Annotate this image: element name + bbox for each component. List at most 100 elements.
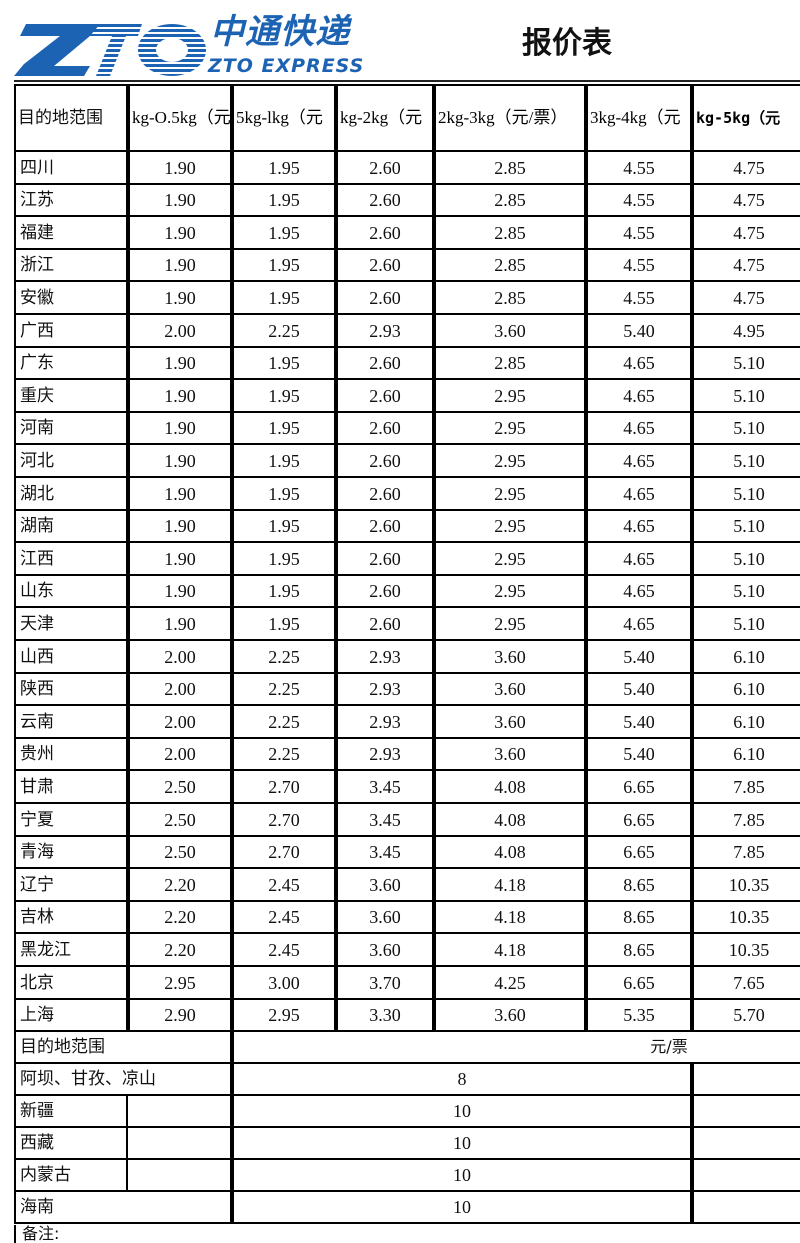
price-cell: 4.55 <box>586 280 692 315</box>
price-cell: 5.10 <box>692 606 800 641</box>
region-cell: 吉林 <box>14 900 128 934</box>
price-cell: 6.65 <box>586 835 692 869</box>
price-cell: 4.65 <box>586 606 692 641</box>
price-cell: 4.95 <box>692 313 800 348</box>
price-cell: 4.55 <box>586 215 692 250</box>
zto-logo-mark-icon <box>14 24 206 76</box>
price-cell: 3.60 <box>434 737 586 771</box>
price-cell: 6.10 <box>692 704 800 739</box>
price-cell: 10.35 <box>692 932 800 967</box>
price-cell: 2.00 <box>128 704 232 739</box>
price-cell: 2.20 <box>128 932 232 967</box>
region-cell: 天津 <box>14 606 128 641</box>
price-cell: 4.75 <box>692 150 800 185</box>
price-cell: 2.20 <box>128 900 232 934</box>
price-cell: 2.93 <box>336 313 434 348</box>
price-cell: 2.45 <box>232 932 336 967</box>
region-cell: 青海 <box>14 835 128 869</box>
price-cell: 2.60 <box>336 215 434 250</box>
price-cell: 4.18 <box>434 900 586 934</box>
price-cell: 1.90 <box>128 443 232 478</box>
price-cell: 4.65 <box>586 574 692 608</box>
price-cell: 6.65 <box>586 802 692 837</box>
price-cell: 2.25 <box>232 672 336 706</box>
price-cell: 1.90 <box>128 215 232 250</box>
price-cell: 2.60 <box>336 248 434 282</box>
price-cell: 1.90 <box>128 150 232 185</box>
price-cell: 2.85 <box>434 183 586 217</box>
price-cell: 1.95 <box>232 183 336 217</box>
price-cell: 1.95 <box>232 248 336 282</box>
price-cell: 4.08 <box>434 802 586 837</box>
surcharge-region-cell: 西藏 <box>14 1126 128 1160</box>
price-cell: 2.90 <box>128 998 232 1032</box>
price-cell: 2.25 <box>232 704 336 739</box>
region-cell: 河南 <box>14 411 128 445</box>
price-cell: 5.40 <box>586 737 692 771</box>
price-cell: 2.00 <box>128 639 232 674</box>
price-cell: 1.95 <box>232 541 336 576</box>
price-cell: 2.85 <box>434 346 586 380</box>
price-cell: 6.10 <box>692 737 800 771</box>
region-cell: 陕西 <box>14 672 128 706</box>
surcharge-header-region: 目的地范围 <box>14 1030 232 1064</box>
price-cell: 5.40 <box>586 704 692 739</box>
price-cell: 4.25 <box>434 965 586 1000</box>
region-cell: 上海 <box>14 998 128 1032</box>
price-cell: 2.95 <box>232 998 336 1032</box>
price-cell: 2.95 <box>434 411 586 445</box>
price-cell: 2.50 <box>128 802 232 837</box>
price-cell: 6.65 <box>586 965 692 1000</box>
price-cell: 5.40 <box>586 639 692 674</box>
price-cell: 2.95 <box>434 378 586 413</box>
price-cell: 3.60 <box>434 672 586 706</box>
region-cell: 重庆 <box>14 378 128 413</box>
region-cell: 广东 <box>14 346 128 380</box>
price-cell: 2.60 <box>336 443 434 478</box>
price-cell: 4.65 <box>586 378 692 413</box>
region-cell: 浙江 <box>14 248 128 282</box>
price-cell: 2.85 <box>434 248 586 282</box>
price-cell: 3.45 <box>336 835 434 869</box>
price-cell: 1.90 <box>128 183 232 217</box>
price-cell: 3.30 <box>336 998 434 1032</box>
price-cell: 5.10 <box>692 378 800 413</box>
price-cell: 3.60 <box>336 900 434 934</box>
price-cell: 1.95 <box>232 476 336 511</box>
price-cell: 1.90 <box>128 476 232 511</box>
price-cell: 2.00 <box>128 737 232 771</box>
price-cell: 1.95 <box>232 346 336 380</box>
price-cell: 4.18 <box>434 932 586 967</box>
price-cell: 5.40 <box>586 313 692 348</box>
price-cell: 4.65 <box>586 541 692 576</box>
price-cell: 2.93 <box>336 737 434 771</box>
empty-cell <box>126 1126 232 1160</box>
price-cell: 3.45 <box>336 802 434 837</box>
price-cell: 1.95 <box>232 215 336 250</box>
price-cell: 1.90 <box>128 280 232 315</box>
region-cell: 云南 <box>14 704 128 739</box>
page-title: 报价表 <box>522 26 612 61</box>
column-header: 2kg-3kg（元/票） <box>434 84 586 152</box>
price-cell: 7.85 <box>692 769 800 804</box>
price-cell: 2.85 <box>434 150 586 185</box>
price-cell: 5.10 <box>692 411 800 445</box>
empty-cell <box>126 1094 232 1128</box>
price-cell: 3.60 <box>434 639 586 674</box>
price-cell: 2.60 <box>336 183 434 217</box>
price-cell: 4.75 <box>692 248 800 282</box>
price-cell: 1.95 <box>232 411 336 445</box>
region-cell: 北京 <box>14 965 128 1000</box>
price-cell: 2.60 <box>336 509 434 543</box>
price-cell: 2.95 <box>434 443 586 478</box>
price-cell: 2.50 <box>128 769 232 804</box>
price-cell: 1.95 <box>232 280 336 315</box>
price-cell: 2.93 <box>336 704 434 739</box>
region-cell: 江西 <box>14 541 128 576</box>
surcharge-region-cell: 内蒙古 <box>14 1158 128 1192</box>
price-cell: 4.08 <box>434 769 586 804</box>
empty-cell <box>692 1126 800 1160</box>
price-cell: 2.25 <box>232 737 336 771</box>
region-cell: 广西 <box>14 313 128 348</box>
price-cell: 7.85 <box>692 802 800 837</box>
